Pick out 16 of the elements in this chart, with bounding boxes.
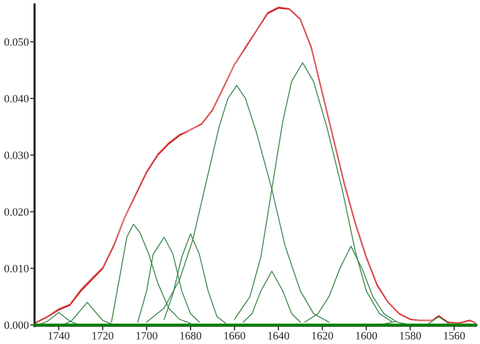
y-tick-label: 0.050	[4, 38, 29, 46]
y-tick-label: 0.000	[4, 321, 29, 329]
x-tick-label: 1640	[268, 332, 290, 340]
y-tick-label: 0.030	[4, 152, 29, 160]
x-tick-label: 1740	[48, 332, 70, 340]
y-tick-label: 0.040	[4, 94, 29, 102]
x-tick-label: 1620	[312, 332, 334, 340]
x-tick-label: 1580	[400, 332, 421, 340]
x-tick-label: 1700	[136, 332, 158, 340]
x-tick-label: 1600	[356, 332, 377, 340]
x-tick-label: 1720	[92, 332, 114, 340]
y-tick-label: 0.020	[4, 208, 29, 216]
y-tick-label: 0.010	[4, 264, 29, 272]
x-tick-label: 1660	[224, 332, 246, 340]
x-tick-label: 1560	[444, 332, 465, 340]
x-tick-label: 1680	[180, 332, 202, 340]
